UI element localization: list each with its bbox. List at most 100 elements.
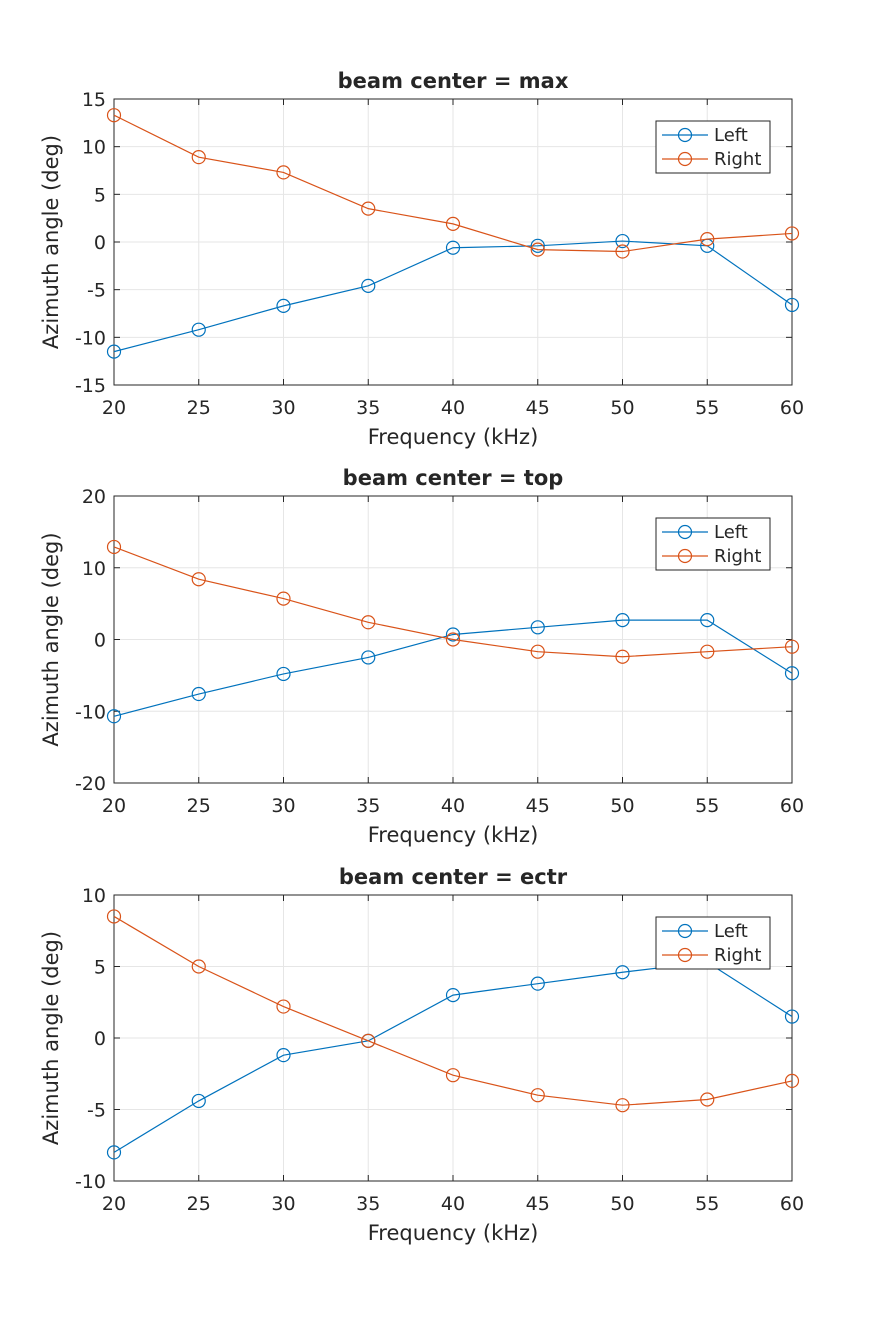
legend-marker [677, 524, 693, 540]
data-point [615, 649, 630, 664]
data-point [191, 572, 206, 587]
x-tick-label: 55 [695, 1193, 719, 1215]
data-point [530, 620, 545, 635]
data-point [361, 201, 376, 216]
legend-marker [677, 548, 693, 564]
data-point [191, 1093, 206, 1109]
chart-3: 20 25 30 35 40 45 50 55 60 -10 -5 0 5 10 beam center =… [39, 865, 804, 1245]
series-line [113, 619, 793, 717]
x-tick-label: 30 [271, 1193, 295, 1215]
data-point [276, 165, 291, 180]
legend-marker [677, 127, 693, 143]
series-left [106, 233, 800, 359]
chart-title: beam center = top [343, 466, 564, 490]
y-tick-label: 10 [82, 137, 106, 159]
chart-2: 20 25 30 35 40 45 50 55 60 -20 -10 0 10 20 beam center… [39, 466, 804, 847]
data-point [106, 909, 122, 924]
legend-box [655, 916, 771, 970]
x-tick-label: 20 [102, 795, 126, 817]
series-left [106, 613, 800, 724]
y-tick-label: -5 [87, 1100, 106, 1122]
data-point [615, 965, 630, 980]
legend: Left Right [655, 916, 771, 970]
legend-box [655, 120, 771, 174]
data-point [784, 1073, 800, 1089]
y-tick-label: -10 [75, 701, 106, 723]
data-point [361, 1033, 376, 1048]
y-tick-label: 10 [82, 558, 106, 580]
data-point [361, 650, 376, 665]
x-axis-label: Frequency (kHz) [368, 425, 539, 449]
data-point [106, 1145, 122, 1160]
x-axis-label: Frequency (kHz) [368, 823, 539, 847]
data-point [276, 666, 291, 682]
y-tick-label: 5 [94, 957, 106, 979]
data-point [191, 322, 206, 337]
x-tick-label: 55 [695, 795, 719, 817]
data-point [276, 591, 291, 606]
series-line [113, 114, 793, 253]
y-tick-label: 5 [94, 184, 106, 206]
series-right [106, 108, 800, 259]
y-tick-label: -10 [75, 1171, 106, 1193]
y-tick-label: -10 [75, 327, 106, 349]
y-tick-label: 15 [82, 89, 106, 111]
legend-label: Left [714, 921, 748, 942]
data-point [445, 627, 461, 642]
legend-box [655, 517, 771, 571]
data-point [530, 644, 545, 659]
legend-label: Right [714, 546, 761, 567]
x-tick-label: 40 [441, 397, 465, 419]
data-point [445, 632, 461, 647]
x-tick-label: 40 [441, 795, 465, 817]
y-tick-label: 0 [94, 1028, 106, 1050]
data-point [700, 232, 715, 247]
series-right [106, 539, 800, 664]
data-point [784, 639, 800, 654]
legend: Left Right [655, 120, 771, 174]
data-point [191, 686, 206, 702]
legend-marker [677, 923, 693, 939]
y-tick-label: -5 [87, 280, 106, 302]
data-point [276, 298, 291, 313]
series-line [113, 546, 793, 658]
data-point [276, 1048, 291, 1063]
data-point [445, 1068, 461, 1083]
y-tick-label: -20 [75, 773, 106, 795]
x-tick-label: 50 [610, 1193, 634, 1215]
data-point [700, 613, 715, 628]
data-point [106, 709, 122, 724]
y-tick-label: -15 [75, 375, 106, 397]
data-point [106, 108, 122, 123]
y-axis-label: Azimuth angle (deg) [39, 931, 63, 1145]
data-point [445, 987, 461, 1003]
chart-title: beam center = ectr [339, 865, 568, 889]
data-point [530, 976, 545, 991]
x-tick-label: 25 [187, 397, 211, 419]
chart-1: 20 25 30 35 40 45 50 55 60 -15 -10 -5 0 5 10 15 beam cen… [39, 69, 804, 449]
x-tick-label: 45 [526, 397, 550, 419]
x-tick-label: 50 [610, 397, 634, 419]
data-point [361, 278, 376, 293]
data-point [106, 344, 122, 359]
data-point [784, 297, 800, 313]
y-tick-label: 0 [94, 232, 106, 254]
legend-marker [677, 151, 693, 167]
x-axis-label: Frequency (kHz) [368, 1221, 539, 1245]
data-point [700, 1092, 715, 1107]
legend-label: Left [714, 125, 748, 146]
data-point [530, 242, 545, 257]
series-right [106, 909, 800, 1113]
data-point [615, 613, 630, 628]
x-tick-label: 55 [695, 397, 719, 419]
data-point [784, 226, 800, 241]
data-point [615, 1098, 630, 1113]
x-tick-label: 20 [102, 397, 126, 419]
x-tick-label: 60 [780, 795, 804, 817]
legend-label: Right [714, 945, 761, 966]
data-point [784, 666, 800, 681]
x-tick-label: 25 [187, 795, 211, 817]
y-axis-label: Azimuth angle (deg) [39, 135, 63, 349]
x-tick-label: 30 [271, 795, 295, 817]
